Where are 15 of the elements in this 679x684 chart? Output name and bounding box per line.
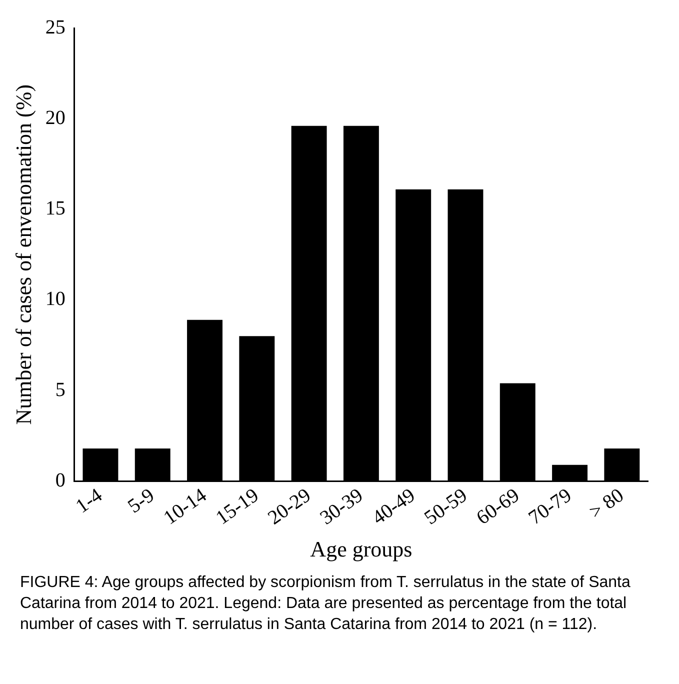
y-tick-label: 10 [45, 288, 66, 310]
x-tick-label: 70-79 [524, 484, 576, 530]
y-tick-label: 20 [45, 106, 66, 129]
x-tick-label: 60-69 [472, 484, 524, 530]
x-tick-label: 40-49 [368, 484, 420, 530]
caption: FIGURE 4: Age groups affected by scorpionism from T. serrulatus in the state of Santa Catarina from 2014 to 2021. Legend: Data are presented as percentage from the total number of cases with T. serrulatus in Santa Catarina from 2014 to 2021 (n = 112). [19, 573, 632, 635]
y-axis-title: Number of cases of envenomation (%) [10, 84, 36, 425]
x-tick-label: 1-4 [72, 484, 106, 518]
x-tick-label: 5-9 [124, 484, 158, 518]
y-tick-label: 5 [55, 378, 66, 401]
y-tick-label: 25 [45, 16, 66, 38]
x-axis-title: Age groups [310, 536, 412, 562]
y-tick-label: 15 [45, 198, 66, 220]
y-tick-label: 0 [55, 469, 66, 492]
x-tick-label: > 80 [585, 484, 628, 524]
